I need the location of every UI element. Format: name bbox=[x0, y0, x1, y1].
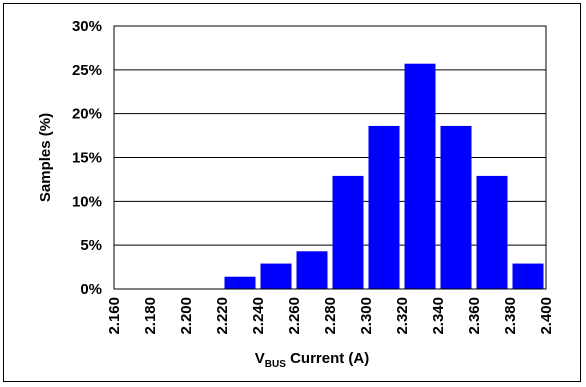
y-tick-label: 25% bbox=[72, 62, 102, 79]
x-tick-label: 2.340 bbox=[430, 297, 447, 335]
bars-group bbox=[224, 63, 544, 289]
y-tick-label: 30% bbox=[72, 18, 102, 35]
bar-2.320 bbox=[368, 125, 400, 289]
x-tick-label: 2.260 bbox=[286, 297, 303, 335]
bar-2.360 bbox=[440, 125, 472, 289]
y-axis-label: Samples (%) bbox=[37, 113, 54, 202]
bar-2.280 bbox=[296, 251, 328, 289]
x-tick-label: 2.280 bbox=[322, 297, 339, 335]
x-tick-label: 2.360 bbox=[466, 297, 483, 335]
x-tick-label: 2.320 bbox=[394, 297, 411, 335]
x-axis-label-sub: BUS bbox=[265, 359, 286, 370]
bar-2.300 bbox=[332, 175, 364, 289]
x-axis-label-main: V bbox=[255, 350, 265, 367]
grid-lines bbox=[114, 69, 546, 246]
y-tick-label: 20% bbox=[72, 106, 102, 123]
x-tick-label: 2.160 bbox=[106, 297, 123, 335]
y-tick-label: 15% bbox=[72, 150, 102, 167]
y-tick-label: 5% bbox=[80, 237, 102, 254]
x-tick-label: 2.200 bbox=[178, 297, 195, 335]
plot-area-border bbox=[113, 25, 547, 290]
x-tick-label: 2.180 bbox=[142, 297, 159, 335]
x-tick-label: 2.240 bbox=[250, 297, 267, 335]
x-tick-label: 2.400 bbox=[538, 297, 555, 335]
bar-2.240 bbox=[224, 276, 256, 289]
x-ticks: 2.160 2.180 2.200 2.220 2.240 2.260 2.280 2.300… bbox=[106, 297, 555, 335]
bar-2.380 bbox=[476, 175, 508, 289]
bar-2.260 bbox=[260, 263, 292, 289]
y-tick-label: 0% bbox=[80, 281, 102, 298]
y-ticks: 0% 5% 10% 15% 20% 25% 30% bbox=[72, 18, 102, 298]
x-tick-label: 2.380 bbox=[502, 297, 519, 335]
y-tick-label: 10% bbox=[72, 193, 102, 210]
x-axis-label-rest: Current (A) bbox=[286, 350, 369, 367]
x-axis-label: VBUS Current (A) bbox=[255, 350, 369, 370]
x-tick-label: 2.220 bbox=[214, 297, 231, 335]
bar-2.340 bbox=[404, 63, 436, 289]
x-tick-label: 2.300 bbox=[358, 297, 375, 335]
bar-2.400 bbox=[512, 263, 544, 289]
